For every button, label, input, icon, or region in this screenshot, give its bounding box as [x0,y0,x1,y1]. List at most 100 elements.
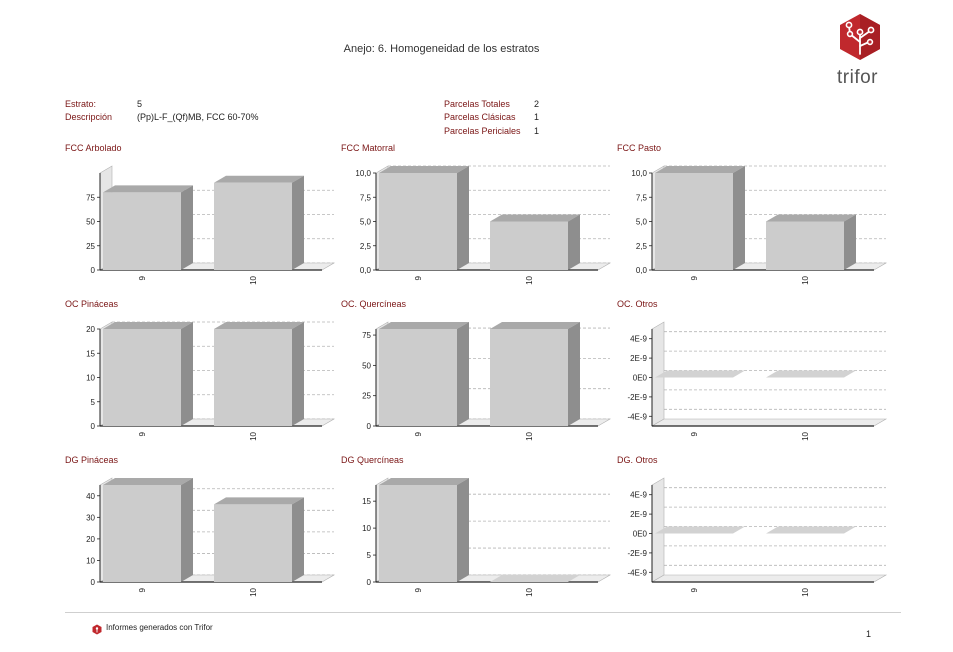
y-tick-label: 5 [367,551,372,560]
y-tick-label: 7,5 [360,193,372,202]
footer-text: Informes generados con Trifor [106,623,213,632]
y-tick-label: 4E-9 [630,335,647,344]
parcelas-totales-value: 2 [534,99,540,109]
y-tick-label: 10 [86,556,95,565]
bar-top [655,166,745,173]
y-tick-label: 20 [86,325,95,334]
x-tick-label: 10 [801,431,810,440]
bar [490,575,580,582]
bar-side [457,166,469,270]
page-title: Anejo: 6. Homogeneidad de los estratos [343,43,540,55]
bar-top [766,214,856,222]
y-tick-label: 10 [362,524,371,533]
bar-top [490,214,580,222]
bar [379,485,457,582]
bar-side [568,322,580,426]
y-tick-label: 0E0 [633,374,648,383]
estrato-label: Estrato: [65,99,97,109]
y-tick-label: 10,0 [631,169,647,178]
bar [214,182,292,270]
x-tick-label: 9 [690,431,699,436]
y-tick-label: 0E0 [633,530,648,539]
bar [214,329,292,426]
x-tick-label: 9 [414,431,423,436]
x-tick-label: 10 [249,275,258,284]
y-tick-label: 4E-9 [630,491,647,500]
y-tick-label: 20 [86,535,95,544]
y-tick-label: -4E-9 [627,412,647,421]
y-tick-label: 0 [91,422,96,431]
bar-top [214,497,304,505]
chart-title-dg-quercineas: DG Quercíneas [341,455,404,465]
chart-title-oc-pinaceas: OC Pináceas [65,299,119,309]
bar-side [292,322,304,426]
x-tick-label: 9 [138,275,147,280]
logo-text: trifor [837,67,878,88]
bar-top [103,322,193,329]
bar [655,370,745,378]
bar [103,485,181,582]
y-tick-label: 0 [367,578,372,587]
y-tick-label: 7,5 [636,193,648,202]
y-tick-label: 10,0 [355,169,371,178]
chart-title-dg-otros: DG. Otros [617,455,658,465]
y-tick-label: 50 [86,218,95,227]
bar [766,370,856,378]
bar-side [181,185,193,270]
bar-side [292,497,304,582]
y-tick-label: 75 [362,331,371,340]
y-tick-label: 0,0 [360,266,372,275]
y-tick-label: 75 [86,193,95,202]
bar-side [568,214,580,270]
y-tick-label: 0 [91,578,96,587]
parcelas-periciales-value: 1 [534,126,540,136]
x-tick-label: 10 [801,587,810,596]
x-tick-label: 10 [801,275,810,284]
floor [650,574,888,583]
x-tick-label: 9 [138,587,147,592]
y-tick-label: 0 [367,422,372,431]
bar [766,526,856,534]
bar-side [181,478,193,582]
bar [655,526,745,534]
chart-fcc-matorral: 0,0 2,5 5,0 7,5 10,0 9 10 [355,165,612,285]
hexagon-tree-icon [840,14,880,60]
bar [379,173,457,270]
bar-top [103,478,193,485]
y-tick-label: 5,0 [636,218,648,227]
bar-top [379,166,469,173]
bar-top [379,322,469,329]
bar-top [379,478,469,485]
chart-fcc-arbolado: 0 25 50 75 9 10 [86,165,336,285]
y-tick-label: 15 [86,349,95,358]
estrato-value: 5 [137,99,143,109]
y-tick-label: -4E-9 [627,568,647,577]
y-tick-label: 40 [86,492,95,501]
bar [655,173,733,270]
x-tick-label: 9 [138,431,147,436]
bar-side [457,322,469,426]
x-tick-label: 9 [690,275,699,280]
bar [214,504,292,582]
y-tick-label: 5,0 [360,218,372,227]
x-tick-label: 10 [249,587,258,596]
bar-side [457,478,469,582]
y-tick-label: 2,5 [360,242,372,251]
page-number: 1 [866,629,872,639]
x-tick-label: 9 [414,275,423,280]
parcelas-clasicas-value: 1 [534,112,540,122]
y-tick-label: 50 [362,361,371,370]
y-tick-label: -2E-9 [627,393,647,402]
descripcion-value: (Pp)L-F_(Qf)MB, FCC 60-70% [137,112,259,122]
parcelas-totales-label: Parcelas Totales [444,99,510,109]
parcelas-periciales-label: Parcelas Periciales [444,126,521,136]
y-tick-label: 5 [91,398,96,407]
bar-side [733,166,745,270]
chart-dg-pinaceas: 0 10 20 30 40 9 10 [86,477,336,597]
footer-divider [65,612,901,613]
chart-oc-otros: -4E-9 -2E-9 0E0 2E-9 4E-9 9 10 [627,321,888,441]
chart-title-dg-pinaceas: DG Pináceas [65,455,119,465]
y-tick-label: 2E-9 [630,354,647,363]
chart-title-fcc-matorral: FCC Matorral [341,143,396,153]
x-tick-label: 9 [414,587,423,592]
